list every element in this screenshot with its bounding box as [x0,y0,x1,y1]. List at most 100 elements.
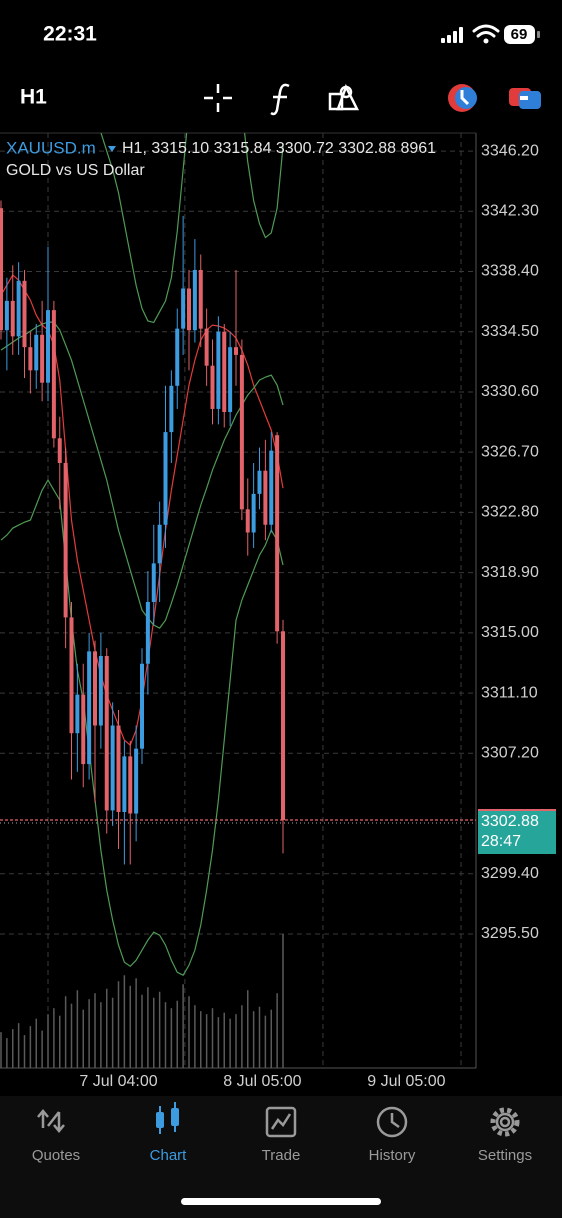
volume-bar [111,997,114,1068]
y-tick-label: 3322.80 [481,504,539,521]
tab-icon[interactable] [37,1109,65,1133]
battery-icon [504,25,535,44]
volume-bar [282,934,284,1068]
candle-body [63,462,68,618]
candle-body [216,331,221,409]
volume-bar [229,1018,231,1068]
y-tick-label: 3318.90 [481,564,539,581]
volume-bar [64,996,67,1068]
y-tick-label: 3330.60 [481,383,539,400]
y-tick-label: 3315.00 [481,624,539,641]
candle-body [81,694,86,765]
home-indicator [181,1198,381,1205]
volume-bar [235,1014,237,1068]
y-tick-label: 3299.40 [481,865,539,882]
account-button[interactable] [448,84,477,112]
volume-bar [252,1011,255,1068]
tab-label[interactable]: Settings [478,1147,532,1164]
symbol[interactable]: XAUUSD.m [6,138,96,157]
y-tick-label: 3334.50 [481,323,539,340]
volume-bar [164,1002,167,1068]
volume-bar [129,985,132,1068]
wifi-icon [472,24,500,38]
bar-countdown: 28:47 [481,833,521,850]
candle-body [22,280,27,348]
current-price-box [478,810,556,855]
volume-bar [205,1014,208,1068]
candle-body [251,493,256,533]
candle-body [151,563,156,602]
volume-bar [247,990,249,1068]
indicator-line [0,478,284,976]
volume-bar [58,1015,61,1068]
candle-body [187,288,192,331]
signal-icon [441,27,463,43]
y-tick-label: 3338.40 [481,263,539,280]
candle-body [75,694,80,734]
y-tick-label: 3307.20 [481,745,539,762]
candle-body [163,432,168,525]
y-tick-label: 3311.10 [481,684,538,701]
candle-body [169,385,174,433]
volume-bar [147,987,149,1068]
y-tick-label: 3295.50 [481,925,539,942]
volume-bar [153,997,155,1068]
volume-bar [53,1008,55,1068]
candle-body [45,310,50,383]
candle-body [98,656,103,726]
candle-body [128,756,133,814]
candle-body [181,288,186,329]
plot-area [0,133,286,1068]
x-tick-label: 7 Jul 04:00 [79,1073,157,1090]
candle-body [16,280,21,337]
tab-icon[interactable] [265,1106,297,1138]
volume-bar [241,1005,243,1068]
candle-body [245,509,250,533]
candle-body [116,725,121,812]
tab-list: Quotes Chart Trade History Settings [32,1102,532,1164]
tab-icon[interactable] [156,1102,179,1134]
y-tick-label: 3326.70 [481,443,539,460]
tab-label[interactable]: Chart [150,1147,188,1164]
volume-bar [17,1023,20,1068]
volume-bar [200,1011,202,1068]
candle-body [198,269,203,329]
candle-body [134,748,139,814]
candle-body [4,300,9,331]
chart[interactable]: 3346.20 3342.30 3338.40 3334.50 3330.60 3326.… [0,7,556,1090]
volume-bar [276,993,278,1068]
candle-body [87,651,92,765]
candle-body [122,756,127,812]
objects-button[interactable] [328,83,360,111]
tab-label[interactable]: Trade [262,1147,301,1164]
volume-bar [158,991,161,1068]
volume-bar [6,1038,8,1068]
candle-body [145,601,150,664]
candle-body [269,450,274,525]
volume-bar [188,996,190,1068]
candle-body [69,617,74,734]
tab-label[interactable]: Quotes [32,1147,80,1164]
volume-bar [123,975,126,1068]
tab-icon[interactable] [490,1107,520,1137]
volume-bar [135,978,137,1068]
crosshair-button[interactable] [204,84,232,112]
current-price-label: 3302.88 [481,813,539,830]
indicators-button[interactable] [270,83,290,116]
timeframe-button[interactable]: H1 [20,86,47,109]
y-tick-label: 3346.20 [481,142,539,159]
candle-body [257,470,262,494]
battery-tip [537,31,540,38]
trade-button[interactable] [509,88,541,109]
tab-label[interactable]: History [369,1147,416,1164]
tab-icon[interactable] [376,1106,408,1138]
candle-body [210,365,215,409]
volume-bar [29,1026,32,1068]
candle-body [28,347,33,371]
volume-bar [0,1032,2,1068]
symbol-dropdown[interactable] [108,146,116,152]
volume-bar [88,999,90,1068]
candle-body [157,524,162,564]
